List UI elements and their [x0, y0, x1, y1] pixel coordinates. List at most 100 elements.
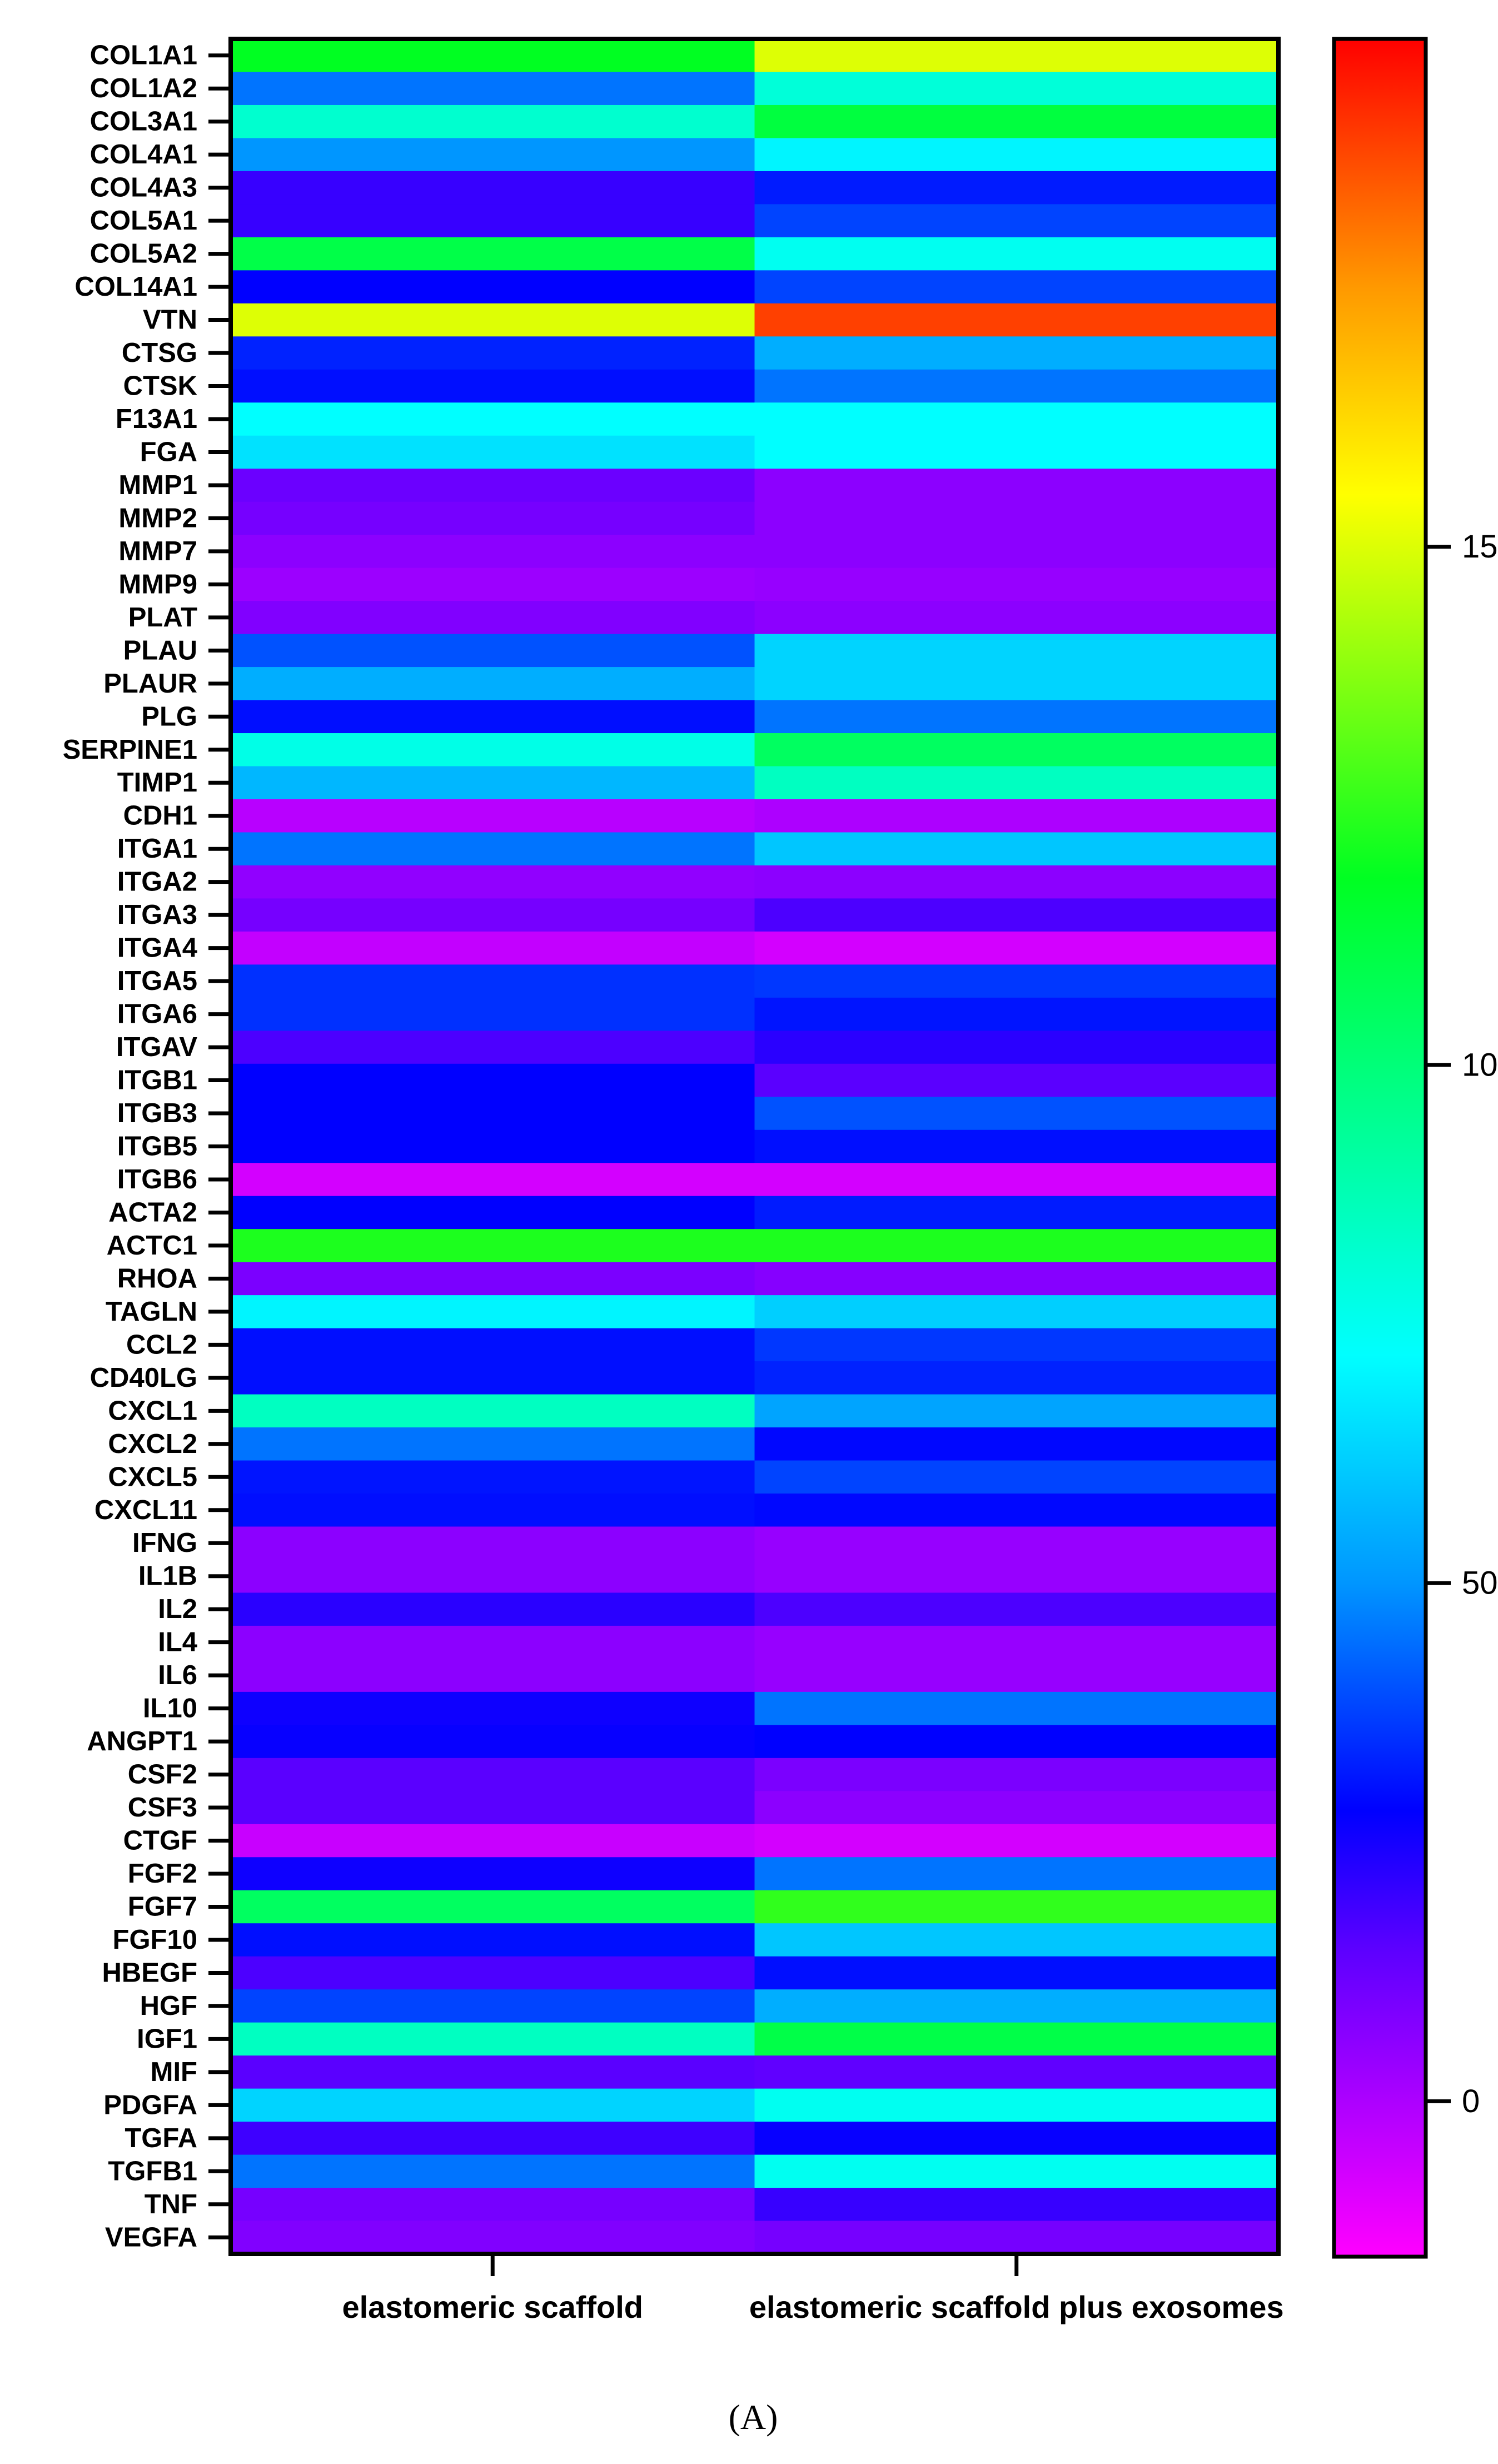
row-label: FGF2	[128, 1859, 197, 1889]
row-label: VTN	[143, 305, 197, 335]
heatmap-cell	[231, 535, 755, 569]
heatmap-cell	[754, 204, 1279, 238]
row-label: MMP1	[118, 470, 197, 500]
heatmap-cell	[754, 1196, 1279, 1229]
heatmap-cell	[754, 1097, 1279, 1131]
heatmap-cell	[231, 1427, 755, 1461]
heatmap-cell	[231, 2055, 755, 2089]
row-label: PLAT	[128, 603, 197, 633]
heatmap-cell	[231, 1890, 755, 1924]
row-label: ITGA5	[117, 966, 197, 996]
heatmap-cell	[231, 1129, 755, 1163]
heatmap-cell	[754, 1824, 1279, 1858]
heatmap-cell	[754, 1923, 1279, 1957]
heatmap-cell	[231, 1691, 755, 1725]
heatmap-cell	[231, 1328, 755, 1362]
heatmap-cell	[231, 369, 755, 403]
heatmap-cell	[231, 2221, 755, 2254]
heatmap-cell	[754, 1592, 1279, 1626]
heatmap-cell	[231, 39, 755, 73]
row-label: PDGFA	[103, 2090, 197, 2120]
heatmap-cell	[231, 1460, 755, 1494]
heatmap-cell	[231, 865, 755, 899]
row-label: MMP7	[118, 536, 197, 566]
heatmap-cell	[754, 1361, 1279, 1395]
row-label: IL4	[158, 1627, 197, 1657]
row-label: ITGB1	[117, 1066, 197, 1096]
heatmap-cell	[231, 1923, 755, 1957]
row-label: IL1B	[138, 1561, 197, 1591]
heatmap-cell	[231, 799, 755, 833]
heatmap-cell	[754, 1559, 1279, 1594]
row-label: CXCL2	[108, 1429, 197, 1459]
heatmap-cell	[231, 204, 755, 238]
colorbar-tick-label: 150	[1462, 529, 1498, 565]
column-ticks	[490, 2254, 1019, 2276]
row-label: CTSK	[123, 371, 197, 401]
row-label: HBEGF	[102, 1958, 198, 1988]
heatmap-cell	[231, 270, 755, 304]
row-label: COL1A1	[90, 41, 197, 71]
row-label: FGF10	[113, 1925, 197, 1955]
heatmap-cell	[231, 501, 755, 535]
heatmap-cell	[754, 39, 1279, 73]
row-label: COL5A2	[90, 239, 197, 269]
heatmap-frame	[228, 37, 1281, 2256]
heatmap-cell	[231, 138, 755, 172]
heatmap-cell	[754, 237, 1279, 271]
row-label: CDH1	[123, 801, 197, 831]
heatmap-cell	[754, 2088, 1279, 2122]
row-label: MMP9	[118, 569, 197, 599]
heatmap-cell	[231, 1659, 755, 1693]
heatmap-cell	[754, 667, 1279, 701]
row-label: TIMP1	[117, 768, 197, 798]
heatmap-cell	[231, 1063, 755, 1097]
heatmap-cell	[754, 1031, 1279, 1064]
heatmap-cell	[754, 1494, 1279, 1527]
heatmap-cell	[231, 1824, 755, 1858]
heatmap-cell	[754, 270, 1279, 304]
heatmap-cell	[231, 1494, 755, 1527]
heatmap-cell	[754, 1625, 1279, 1660]
heatmap-cell	[231, 469, 755, 502]
row-label: COL4A3	[90, 173, 197, 203]
heatmap-cell	[231, 1229, 755, 1263]
row-label: ACTC1	[107, 1231, 197, 1261]
row-label: ITGA2	[117, 867, 197, 897]
row-label: HGF	[140, 1991, 197, 2021]
heatmap-cell	[754, 2154, 1279, 2188]
heatmap-cell	[231, 1163, 755, 1197]
row-label: COL3A1	[90, 107, 197, 137]
row-label: ITGA6	[117, 999, 197, 1029]
row-label: CTSG	[122, 338, 197, 368]
heatmap-cell	[231, 634, 755, 668]
heatmap-cell	[231, 700, 755, 734]
heatmap-cell	[754, 964, 1279, 998]
heatmap-cell	[754, 931, 1279, 965]
heatmap-cell	[754, 2221, 1279, 2254]
heatmap-cell	[754, 72, 1279, 106]
row-label: COL5A1	[90, 206, 197, 236]
column-label: elastomeric scaffold plus exosomes	[749, 2289, 1284, 2324]
row-label: COL1A2	[90, 73, 197, 103]
heatmap-cell	[754, 1857, 1279, 1891]
heatmap-cell	[231, 104, 755, 139]
heatmap-cell	[231, 931, 755, 965]
heatmap-cell	[754, 1129, 1279, 1163]
heatmap-cell	[754, 402, 1279, 436]
row-label: FGF7	[128, 1891, 197, 1922]
heatmap-cell	[231, 601, 755, 635]
heatmap-cell	[754, 1791, 1279, 1825]
heatmap-cell	[754, 1758, 1279, 1791]
heatmap-cell	[231, 1031, 755, 1064]
heatmap-cell	[754, 1328, 1279, 1362]
heatmap-cell	[231, 1196, 755, 1229]
row-label: IL6	[158, 1660, 197, 1690]
row-label: MIF	[151, 2057, 197, 2087]
figure-caption: (A)	[729, 2397, 778, 2437]
row-label: CTGF	[123, 1826, 197, 1856]
row-label: CCL2	[126, 1330, 197, 1360]
heatmap-cell	[231, 1559, 755, 1594]
heatmap-cell	[754, 1526, 1279, 1560]
heatmap-cell	[231, 1361, 755, 1395]
